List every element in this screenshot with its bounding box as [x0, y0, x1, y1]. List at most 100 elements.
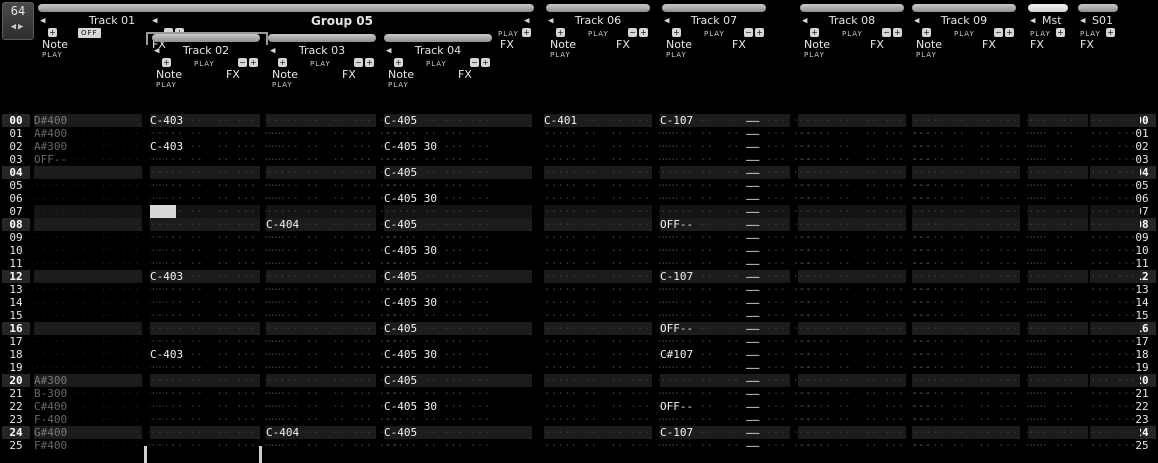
pattern-cell[interactable]: ····· ·· ·· ··· ··· — [266, 179, 399, 192]
pattern-cell[interactable]: ····· ·· ·· ··· ··· — [544, 192, 677, 205]
pattern-cell[interactable]: ····· ·· ·· ··· ··· — [912, 283, 1045, 296]
pattern-cell[interactable]: ····· ·· ·· ··· ··· — [798, 296, 931, 309]
pattern-cell[interactable]: ····· ·· ·· ··· ··· — [544, 309, 677, 322]
pattern-cell[interactable]: ····· ·· ·· ··· ··· — [34, 166, 167, 179]
row-number-left[interactable]: 19 — [9, 361, 23, 374]
pattern-cell[interactable]: ····· ·· ··· ··· — [384, 153, 490, 166]
pattern-cell[interactable]: F-400 ·· ·· ··· ··· — [34, 413, 167, 426]
pattern-cell[interactable]: ····· ·· ·· ··· ··· — [266, 205, 399, 218]
row-number-right[interactable]: 15 — [1135, 309, 1149, 322]
row-number-left[interactable]: 05 — [9, 179, 23, 192]
pattern-cell[interactable]: ····· ·· ·· ··· ··· — [266, 322, 399, 335]
row-number-left[interactable]: 17 — [9, 335, 23, 348]
pattern-cell[interactable]: ····· ·· ·· ··· ··· — [798, 270, 931, 283]
row-number-left[interactable]: 18 — [9, 348, 23, 361]
pattern-cell[interactable]: ····· ·· ·· ··· ··· — [798, 114, 931, 127]
pattern-cell[interactable]: ····· ·· ·· ··· ··· — [544, 127, 677, 140]
pattern-cell[interactable]: C-405 ·· ··· ··· — [384, 322, 490, 335]
prev-arrow-track-02[interactable]: ◀ — [154, 46, 160, 56]
pattern-cell[interactable]: ····· ·· ·· ··· ··· — [912, 361, 1045, 374]
pattern-cell[interactable]: ··· ··· — [1028, 283, 1075, 296]
pattern-cell[interactable]: ····· ·· ·· ··· ··· — [912, 257, 1045, 270]
pattern-cell[interactable]: ····· ·· ··· ··· — [384, 387, 490, 400]
pattern-cell[interactable]: ····· ·· ·· ··· ··· — [798, 127, 931, 140]
row-number-right[interactable]: 09 — [1135, 231, 1149, 244]
fx-add-button-track-07[interactable]: + — [755, 28, 764, 37]
pattern-cell[interactable]: ····· ·· ·· ··· ··· — [266, 153, 399, 166]
volume-slider-track-03[interactable] — [268, 34, 376, 42]
fx-remove-button-track-03[interactable]: − — [354, 58, 363, 67]
pattern-cell[interactable]: ····· ·· ··· ··· — [384, 283, 490, 296]
fx-label-mst[interactable]: FX — [1030, 38, 1044, 51]
pattern-cell[interactable]: ····· ·· ·· ··· ··· — [544, 374, 677, 387]
pattern-cell[interactable]: ····· ·· ·· ··· ··· — [34, 309, 167, 322]
row-number-right[interactable]: 21 — [1135, 387, 1149, 400]
track-state-badge-track-01[interactable]: OFF — [78, 28, 101, 38]
row-number-right[interactable]: 22 — [1135, 400, 1149, 413]
pattern-cell[interactable]: ··· ··· — [1090, 140, 1137, 153]
pattern-cell[interactable]: ····· ·· ·· ··· ··· — [912, 270, 1045, 283]
row-number-left[interactable]: 03 — [9, 153, 23, 166]
row-number-left[interactable]: 16 — [9, 322, 23, 335]
pattern-cell[interactable]: ····· ·· ·· ··· ··· — [798, 140, 931, 153]
track-state-badge-track-08[interactable]: PLAY — [842, 30, 863, 38]
pattern-cell[interactable]: ····· ·· ·· ··· ··· — [544, 413, 677, 426]
volume-slider-track-06[interactable] — [546, 4, 650, 12]
pattern-cell[interactable]: ····· ·· ·· ··· ··· — [798, 374, 931, 387]
volume-slider-track-01[interactable] — [38, 4, 186, 12]
pattern-cell[interactable]: ··· ··· — [1090, 322, 1137, 335]
note-label-track-09[interactable]: Note — [916, 38, 943, 51]
track-state-badge-track-02[interactable]: PLAY — [194, 60, 215, 68]
pattern-cell[interactable]: ····· ·· ·· –– ··· ··· — [660, 205, 813, 218]
pattern-cell[interactable]: C-405 30 ··· ··· — [384, 400, 490, 413]
fx-remove-button-track-06[interactable]: − — [628, 28, 637, 37]
pattern-cell[interactable]: ····· ·· ·· ··· ··· — [266, 114, 399, 127]
pattern-cell[interactable]: ····· ·· ··· ··· — [384, 231, 490, 244]
row-number-right[interactable]: 25 — [1135, 439, 1149, 452]
pattern-cell[interactable]: ··· ··· — [1028, 387, 1075, 400]
track-name-track-01[interactable]: Track 01 — [88, 14, 136, 27]
prev-arrow-track-07[interactable]: ◀ — [664, 16, 670, 26]
pattern-cell[interactable]: ··· ··· — [1028, 140, 1075, 153]
pattern-cell[interactable]: ····· ·· ·· ··· ··· — [912, 296, 1045, 309]
fx-remove-button-track-09[interactable]: − — [994, 28, 1003, 37]
pattern-cell[interactable]: ····· ·· ·· ··· ··· — [544, 205, 677, 218]
pattern-cell[interactable]: C-405 ·· ··· ··· — [384, 218, 490, 231]
pattern-cell[interactable]: ····· ·· ·· ··· ··· — [544, 166, 677, 179]
pattern-cell[interactable]: ····· ·· ··· ··· — [384, 127, 490, 140]
pattern-cell[interactable]: OFF-- ·· ·· –– ··· ··· — [660, 322, 813, 335]
pattern-cell[interactable]: ····· ·· ··· ··· — [384, 439, 490, 452]
pattern-cell[interactable]: ····· ·· ·· ··· ··· — [798, 322, 931, 335]
row-number-right[interactable]: 17 — [1135, 335, 1149, 348]
pattern-cell[interactable]: ··· ··· — [1090, 400, 1137, 413]
fx-label-track-09[interactable]: FX — [982, 38, 996, 51]
pattern-cell[interactable]: C-107 ·· ·· –– ··· ··· — [660, 114, 813, 127]
pattern-cell[interactable]: ····· ·· ·· ··· ··· — [912, 205, 1045, 218]
pattern-cell[interactable]: ····· ·· ·· ··· ··· — [798, 205, 931, 218]
pattern-cell[interactable]: C-405 30 ··· ··· — [384, 140, 490, 153]
pattern-cell[interactable]: ··· ··· — [1028, 426, 1075, 439]
track-name-track-06[interactable]: Track 06 — [574, 14, 622, 27]
pattern-cell[interactable]: C-107 ·· ·· –– ··· ··· — [660, 426, 813, 439]
row-number-left[interactable]: 21 — [9, 387, 23, 400]
pattern-cell[interactable]: ····· ·· ·· ··· ··· — [544, 283, 677, 296]
pattern-cell[interactable]: ····· ·· ·· ··· ··· — [34, 192, 167, 205]
row-number-left[interactable]: 10 — [9, 244, 23, 257]
pattern-cell[interactable]: ····· ·· ·· ··· ··· — [266, 348, 399, 361]
pattern-cell[interactable]: A#300 ·· ·· ··· ··· — [34, 140, 167, 153]
pattern-cell[interactable]: ····· ·· ··· ··· — [384, 335, 490, 348]
fx-add-button-track-03[interactable]: + — [365, 58, 374, 67]
fx-label-s01[interactable]: FX — [1080, 38, 1094, 51]
fx-label-track-06[interactable]: FX — [616, 38, 630, 51]
fx-remove-button-track-08[interactable]: − — [882, 28, 891, 37]
prev-arrow-track-04[interactable]: ◀ — [386, 46, 392, 56]
pattern-cell[interactable]: ····· ·· ·· ··· ··· — [34, 361, 167, 374]
pattern-cell[interactable]: ····· ·· ·· ··· ··· — [544, 439, 677, 452]
pattern-cell[interactable]: ····· ·· ··· ··· — [384, 413, 490, 426]
pattern-cell[interactable]: ····· ·· ·· ··· ··· — [150, 218, 283, 231]
pattern-cell[interactable]: ····· ·· ·· ··· ··· — [912, 192, 1045, 205]
pattern-cell[interactable]: ····· ·· ·· ··· ··· — [912, 413, 1045, 426]
pattern-cell[interactable]: ··· ··· — [1090, 257, 1137, 270]
fx-add-button-track-08[interactable]: + — [893, 28, 902, 37]
pattern-cell[interactable]: ··· ··· — [1090, 192, 1137, 205]
